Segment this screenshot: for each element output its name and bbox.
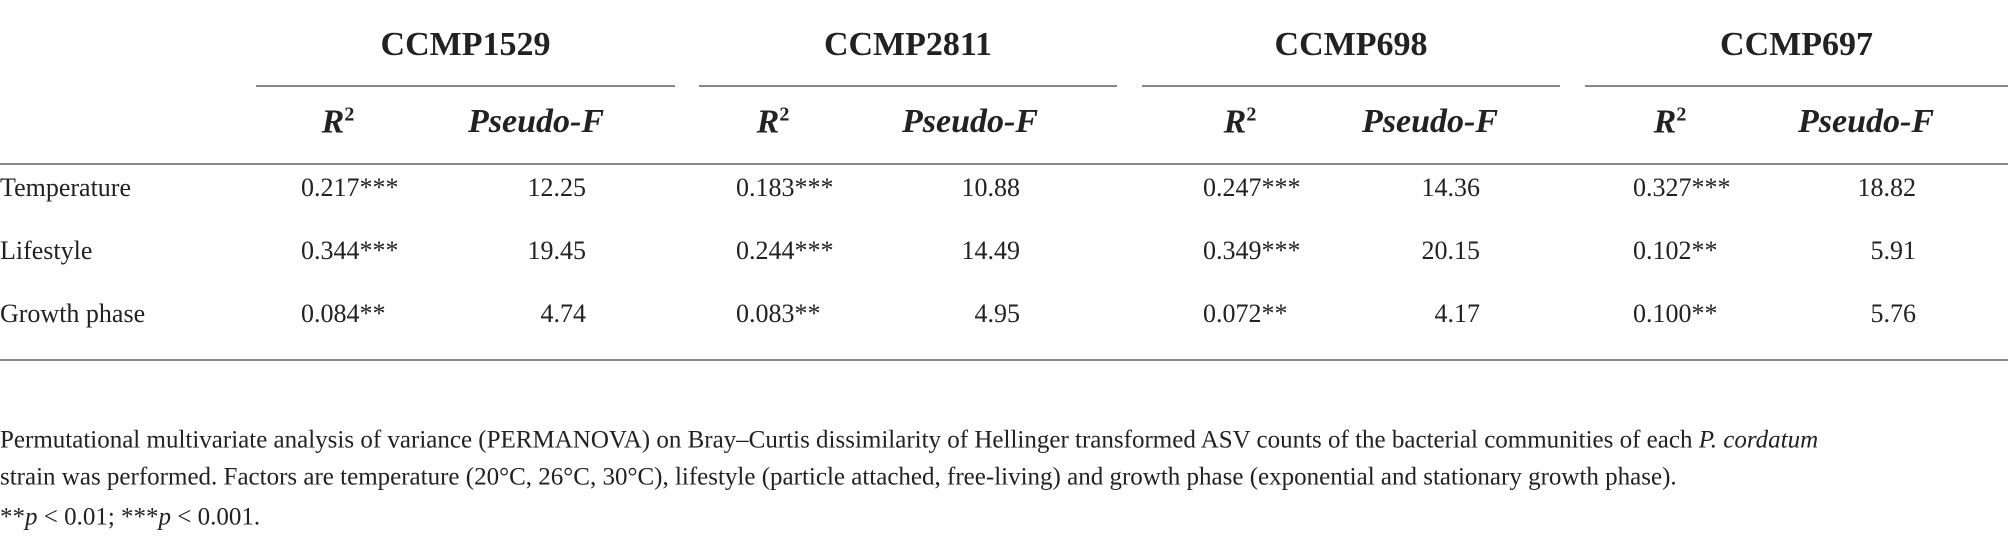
bottom-rule <box>0 359 2008 361</box>
footnote-line: strain was performed. Factors are temper… <box>0 465 1677 490</box>
footnote-line: **p < 0.01; ***p < 0.001. <box>0 505 260 530</box>
cell-r2: 0.247*** <box>1203 173 1301 202</box>
cell-r2: 0.244*** <box>736 236 834 265</box>
footnote-text: < 0.01; *** <box>37 503 159 531</box>
footnote-text: ** <box>0 503 25 531</box>
subheader-symbol: R <box>321 103 345 141</box>
subheader: Pseudo-F <box>1362 103 1498 140</box>
cell-pseudo-f: 5.76 <box>1870 299 1917 328</box>
subheader: Pseudo-F <box>468 103 604 140</box>
cell-r2: 0.100** <box>1633 299 1718 328</box>
cell-pseudo-f: 4.17 <box>1434 299 1481 328</box>
group-rule <box>256 85 675 87</box>
cell-pseudo-f: 14.36 <box>1421 173 1481 202</box>
group-rule <box>699 85 1117 87</box>
subheader-symbol: R <box>1223 103 1247 141</box>
group-header: CCMP698 <box>1274 26 1428 63</box>
footnote-text: P. cordatum <box>1698 426 1819 454</box>
cell-pseudo-f: 19.45 <box>527 236 587 265</box>
cell-r2: 0.072** <box>1203 299 1288 328</box>
subheader-sup: 2 <box>1676 103 1687 126</box>
subheader: Pseudo-F <box>1798 103 1934 140</box>
cell-r2: 0.083** <box>736 299 821 328</box>
row-label: Lifestyle <box>0 236 93 265</box>
cell-pseudo-f: 14.49 <box>961 236 1021 265</box>
cell-r2: 0.327*** <box>1633 173 1731 202</box>
group-header: CCMP2811 <box>823 26 993 63</box>
subheader-symbol: R <box>756 103 780 141</box>
subheader-sup: 2 <box>779 103 790 126</box>
group-header: CCMP1529 <box>380 26 551 63</box>
cell-pseudo-f: 12.25 <box>527 173 587 202</box>
footnote-text: strain was performed. Factors are temper… <box>0 463 1677 491</box>
cell-pseudo-f: 4.95 <box>974 299 1021 328</box>
group-header: CCMP697 <box>1720 26 1873 63</box>
cell-r2: 0.183*** <box>736 173 834 202</box>
cell-pseudo-f: 4.74 <box>540 299 587 328</box>
cell-pseudo-f: 20.15 <box>1421 236 1481 265</box>
row-label: Temperature <box>0 173 131 202</box>
cell-pseudo-f: 5.91 <box>1870 236 1917 265</box>
group-rule <box>1585 85 2008 87</box>
footnote-text: p <box>25 503 38 531</box>
cell-r2: 0.084** <box>301 299 386 328</box>
subheader-sup: 2 <box>1246 103 1257 126</box>
subheader: R2 <box>757 105 790 140</box>
footnote-text: p <box>158 503 172 531</box>
cell-r2: 0.344*** <box>301 236 399 265</box>
group-rule <box>1142 85 1560 87</box>
header-rule <box>0 163 2008 165</box>
subheader: R2 <box>1224 105 1257 140</box>
subheader: R2 <box>1654 105 1687 140</box>
footnote-text: < 0.001. <box>171 503 261 531</box>
footnote-text: Permutational multivariate analysis of v… <box>0 426 1699 454</box>
cell-r2: 0.102** <box>1633 236 1718 265</box>
cell-r2: 0.349*** <box>1203 236 1301 265</box>
subheader: R2 <box>322 105 355 140</box>
subheader: Pseudo-F <box>902 103 1038 140</box>
footnote-line: Permutational multivariate analysis of v… <box>0 428 1818 453</box>
row-label: Growth phase <box>0 299 146 328</box>
subheader-sup: 2 <box>344 103 355 126</box>
cell-pseudo-f: 10.88 <box>961 173 1021 202</box>
subheader-symbol: R <box>1653 103 1677 141</box>
cell-r2: 0.217*** <box>301 173 399 202</box>
cell-pseudo-f: 18.82 <box>1857 173 1917 202</box>
